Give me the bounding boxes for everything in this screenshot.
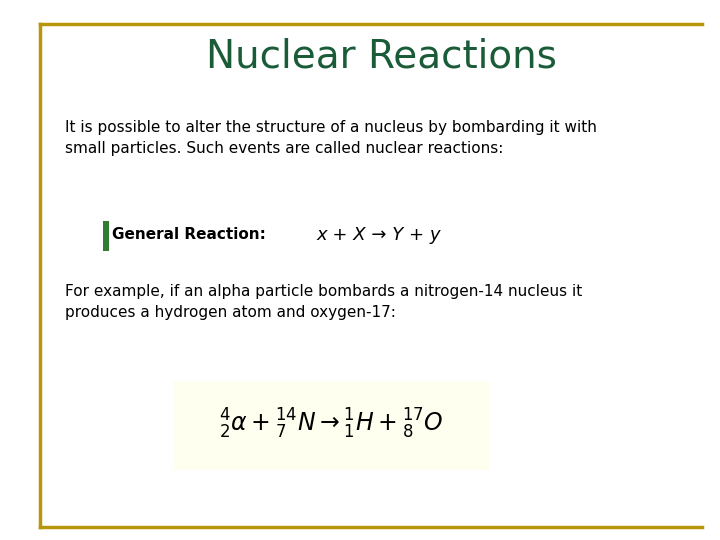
- Text: General Reaction:: General Reaction:: [112, 227, 266, 242]
- Text: It is possible to alter the structure of a nucleus by bombarding it with
small p: It is possible to alter the structure of…: [65, 120, 597, 156]
- Text: For example, if an alpha particle bombards a nitrogen-14 nucleus it
produces a h: For example, if an alpha particle bombar…: [65, 285, 582, 320]
- FancyBboxPatch shape: [103, 221, 109, 251]
- Text: Nuclear Reactions: Nuclear Reactions: [206, 38, 557, 76]
- FancyBboxPatch shape: [173, 381, 490, 470]
- Text: x + X → Y + y: x + X → Y + y: [317, 226, 441, 244]
- Text: $^{4}_{2}\alpha +^{14}_{7}N \rightarrow ^{1}_{1}H + ^{17}_{8}O$: $^{4}_{2}\alpha +^{14}_{7}N \rightarrow …: [219, 407, 444, 441]
